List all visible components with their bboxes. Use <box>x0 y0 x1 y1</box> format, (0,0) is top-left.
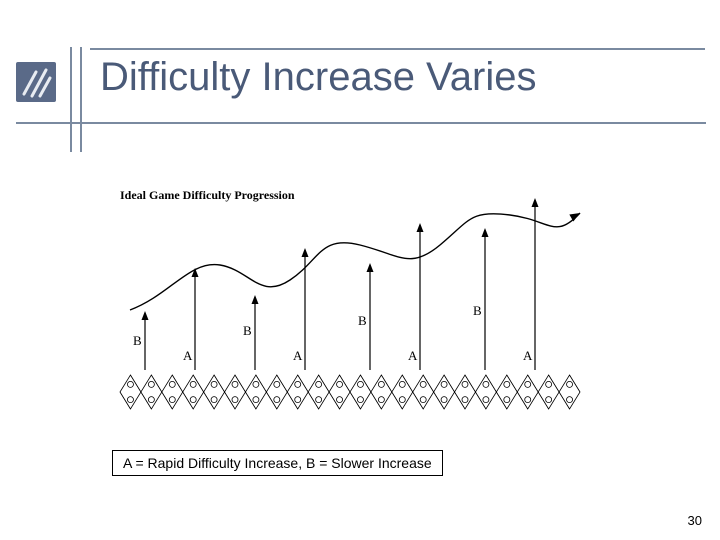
svg-text:A: A <box>523 348 533 363</box>
svg-text:A: A <box>183 348 193 363</box>
chart-caption: Ideal Game Difficulty Progression <box>120 188 295 202</box>
difficulty-progression-diagram: Ideal Game Difficulty Progression B A B A B A… <box>110 185 610 445</box>
svg-text:B: B <box>473 303 482 318</box>
header-bottom-rule <box>16 122 706 124</box>
difficulty-arrows: B A B A B A B A <box>133 198 539 370</box>
svg-text:B: B <box>243 323 252 338</box>
svg-text:B: B <box>133 333 142 348</box>
svg-text:A: A <box>293 348 303 363</box>
header-top-rule <box>90 48 705 50</box>
svg-text:B: B <box>358 313 367 328</box>
legend-box: A = Rapid Difficulty Increase, B = Slowe… <box>112 450 443 476</box>
diamond-timeline-band <box>120 375 580 409</box>
page-number: 30 <box>688 513 702 528</box>
legend-text: A = Rapid Difficulty Increase, B = Slowe… <box>123 455 432 471</box>
slide-title: Difficulty Increase Varies <box>100 56 536 98</box>
presentation-logo <box>16 62 56 102</box>
header-vertical-bar <box>70 47 82 152</box>
svg-text:A: A <box>408 348 418 363</box>
progression-curve <box>130 210 582 310</box>
